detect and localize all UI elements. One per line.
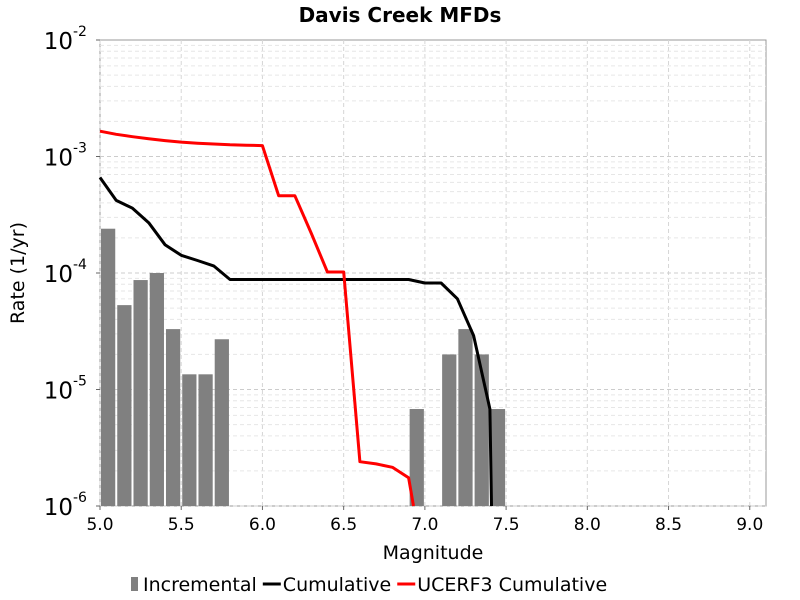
x-tick-label: 8.0 xyxy=(574,515,601,535)
incremental-bar xyxy=(214,339,229,506)
incremental-bar xyxy=(182,374,197,506)
x-tick-label: 7.5 xyxy=(493,515,520,535)
y-tick-base: 10 xyxy=(44,379,73,405)
y-tick-exponent: -2 xyxy=(73,24,87,40)
incremental-bars xyxy=(101,228,506,506)
x-tick-label: 9.0 xyxy=(736,515,763,535)
ucerf3-cumulative-line xyxy=(99,129,415,507)
y-axis-ticks: 10-610-510-410-310-2 xyxy=(44,24,100,521)
x-tick-label: 7.0 xyxy=(411,515,438,535)
y-tick-base: 10 xyxy=(44,495,73,521)
y-tick-exponent: -4 xyxy=(73,257,87,273)
legend: Incremental Cumulative UCERF3 Cumulative xyxy=(131,574,607,596)
incremental-bar xyxy=(409,409,424,506)
y-axis-label: Rate (1/yr) xyxy=(7,222,29,324)
chart-title: Davis Creek MFDs xyxy=(299,3,502,27)
y-tick-exponent: -6 xyxy=(73,490,87,506)
incremental-bar xyxy=(198,374,213,506)
x-axis-label: Magnitude xyxy=(383,542,484,564)
series-lines xyxy=(98,129,493,507)
x-tick-label: 5.5 xyxy=(168,515,195,535)
legend-label: Cumulative xyxy=(283,574,391,596)
incremental-bar xyxy=(165,329,181,506)
x-tick-label: 5.0 xyxy=(86,515,113,535)
y-tick-base: 10 xyxy=(44,29,73,55)
y-tick-exponent: -3 xyxy=(73,141,87,157)
y-tick-label: 10 -6 xyxy=(44,490,87,521)
gridlines xyxy=(99,40,766,507)
incremental-bar xyxy=(117,305,132,506)
legend-swatch xyxy=(131,577,138,591)
y-tick-label: 10 -4 xyxy=(44,257,87,288)
x-tick-label: 6.0 xyxy=(249,515,276,535)
incremental-bar xyxy=(133,280,148,506)
x-axis-ticks: 5.0 5.5 6.0 6.5 7.0 7.5 8.0 8.5 9.0 xyxy=(86,506,763,535)
incremental-bar xyxy=(490,409,506,506)
legend-label: UCERF3 Cumulative xyxy=(417,574,607,596)
y-tick-label: 10 -2 xyxy=(44,24,87,55)
y-tick-label: 10 -5 xyxy=(44,374,87,405)
incremental-bar xyxy=(149,273,164,506)
legend-item: Incremental xyxy=(131,574,257,596)
y-tick-label: 10 -3 xyxy=(44,141,87,172)
legend-label: Incremental xyxy=(143,574,257,596)
incremental-bar xyxy=(458,329,473,506)
incremental-bar xyxy=(442,354,457,506)
legend-item: Cumulative xyxy=(262,574,391,596)
x-tick-label: 8.5 xyxy=(655,515,682,535)
cumulative-line xyxy=(98,176,493,507)
legend-item: UCERF3 Cumulative xyxy=(397,574,607,596)
x-tick-label: 6.5 xyxy=(330,515,357,535)
y-tick-exponent: -5 xyxy=(73,374,87,390)
y-tick-base: 10 xyxy=(44,146,73,172)
incremental-bar xyxy=(101,228,116,506)
y-tick-base: 10 xyxy=(44,262,73,288)
